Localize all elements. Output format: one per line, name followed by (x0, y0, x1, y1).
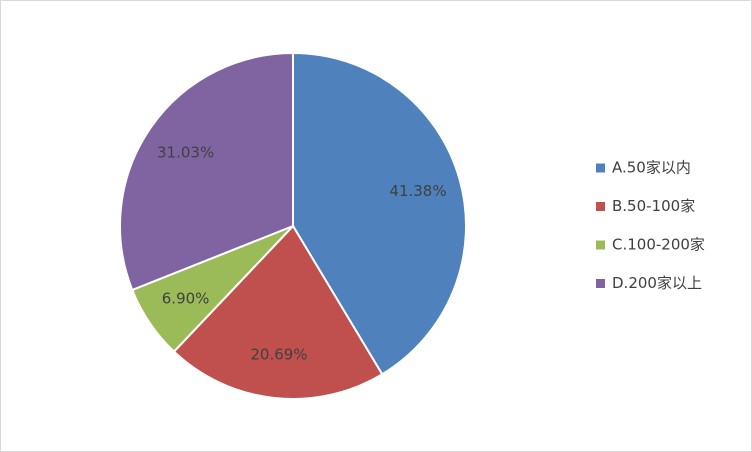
pie-slice (119, 51, 294, 292)
legend-swatch (596, 202, 605, 211)
legend-label: C.100-200家 (612, 236, 705, 254)
legend-label: B.50-100家 (612, 197, 695, 215)
pie-slice (292, 51, 467, 376)
data-label: 31.03% (157, 144, 214, 162)
data-label: 6.90% (162, 289, 210, 307)
pie-slice (172, 224, 384, 400)
legend-swatch (596, 163, 605, 173)
legend-swatch (596, 279, 605, 288)
data-label: 20.69% (250, 345, 307, 363)
legend-label: A.50家以内 (612, 159, 691, 177)
data-label: 41.38% (389, 182, 446, 200)
legend-swatch (596, 240, 605, 250)
legend-label: D.200家以上 (612, 274, 702, 292)
